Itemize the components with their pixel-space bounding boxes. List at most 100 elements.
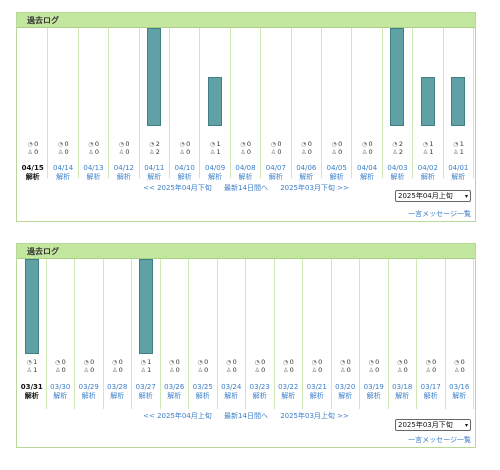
day-date-link[interactable]: 04/09: [204, 164, 226, 172]
message-list-link[interactable]: 一言メッセージ一覧: [408, 436, 471, 444]
analysis-link[interactable]: 解析: [395, 392, 410, 400]
day-column: ◔0 ♙0 04/06 解析: [292, 28, 322, 181]
pager-latest-link[interactable]: 最新14日間へ: [224, 412, 268, 420]
person-count-value: 0: [90, 366, 95, 374]
pager-prev-link[interactable]: << 2025年04月上旬: [143, 412, 212, 420]
analysis-link[interactable]: 解析: [167, 392, 182, 400]
day-date-link[interactable]: 04/07: [265, 164, 286, 172]
bar-area: [170, 28, 199, 126]
analysis-link[interactable]: 解析: [53, 392, 68, 400]
message-list-link[interactable]: 一言メッセージ一覧: [408, 210, 471, 218]
bar-area: [18, 259, 46, 354]
day-date-link[interactable]: 03/18: [392, 383, 413, 391]
visit-count: ◔0: [417, 358, 445, 367]
analysis-link[interactable]: 解析: [268, 173, 283, 181]
analysis-link[interactable]: 解析: [177, 173, 192, 181]
analysis-link[interactable]: 解析: [56, 173, 71, 181]
analysis-link[interactable]: 解析: [309, 392, 324, 400]
analysis-link[interactable]: 解析: [195, 392, 210, 400]
day-date-link[interactable]: 04/04: [356, 164, 378, 172]
day-date-link[interactable]: 04/01: [448, 164, 469, 172]
analysis-link[interactable]: 解析: [338, 392, 353, 400]
day-date-link[interactable]: 04/06: [296, 164, 317, 172]
analysis-link[interactable]: 解析: [116, 173, 131, 181]
analysis-link[interactable]: 解析: [423, 392, 438, 400]
analysis-link[interactable]: 解析: [299, 173, 314, 181]
analysis-link[interactable]: 解析: [420, 173, 435, 181]
analysis-link[interactable]: 解析: [86, 173, 101, 181]
person-count: ♙2: [140, 148, 169, 157]
day-column: ◔0 ♙0 03/29 解析: [75, 259, 104, 409]
person-count: ♙0: [47, 366, 75, 375]
analysis-link[interactable]: 解析: [238, 173, 253, 181]
day-date-link[interactable]: 04/11: [144, 164, 165, 172]
day-date-link[interactable]: 03/21: [306, 383, 327, 391]
day-date-link[interactable]: 04/08: [235, 164, 256, 172]
analysis-link[interactable]: 解析: [360, 173, 375, 181]
person-icon: ♙: [270, 149, 276, 156]
day-date-link[interactable]: 03/25: [192, 383, 213, 391]
person-icon: ♙: [254, 367, 260, 374]
analysis-link[interactable]: 解析: [138, 392, 153, 400]
bar-area: [104, 259, 132, 354]
person-count: ♙0: [246, 366, 274, 375]
day-date-link[interactable]: 04/02: [417, 164, 438, 172]
visit-count-value: 0: [261, 358, 266, 366]
day-date-link[interactable]: 03/19: [363, 383, 384, 391]
bar-area: [75, 259, 103, 354]
person-count-value: 0: [307, 148, 312, 156]
day-date-link[interactable]: 03/20: [335, 383, 356, 391]
day-column: ◔2 ♙2 04/03 解析: [383, 28, 414, 181]
person-icon: ♙: [57, 149, 64, 156]
pager-next-link[interactable]: 2025年03月上旬 >>: [280, 412, 349, 420]
visit-count-value: 0: [175, 358, 180, 366]
period-select[interactable]: 2025年04月上旬 ▾: [395, 190, 471, 202]
analysis-link[interactable]: 解析: [110, 392, 125, 400]
analysis-link[interactable]: 解析: [147, 173, 162, 181]
visit-count: ◔0: [292, 140, 321, 149]
visitor-icon: ◔: [226, 359, 232, 366]
visit-count: ◔0: [75, 358, 103, 367]
day-date-link[interactable]: 03/23: [249, 383, 270, 391]
day-date-link[interactable]: 04/12: [113, 164, 134, 172]
day-column: ◔0 ♙0 04/04 解析: [352, 28, 383, 181]
day-date-link[interactable]: 04/14: [52, 164, 74, 172]
person-count-value: 0: [375, 366, 380, 374]
period-select[interactable]: 2025年03月下旬 ▾: [395, 419, 471, 431]
analysis-link[interactable]: 解析: [452, 392, 467, 400]
day-date-link[interactable]: 04/13: [83, 164, 104, 172]
day-date-link[interactable]: 03/29: [78, 383, 99, 391]
bar-area: [161, 259, 189, 354]
pager-next-link[interactable]: 2025年03月下旬 >>: [280, 184, 349, 192]
day-column: ◔1 ♙1 04/01 解析: [444, 28, 474, 181]
analysis-link[interactable]: 解析: [208, 173, 223, 181]
analysis-link[interactable]: 解析: [252, 392, 267, 400]
analysis-link[interactable]: 解析: [281, 392, 296, 400]
visit-count-value: 0: [460, 358, 465, 366]
analysis-link[interactable]: 解析: [451, 173, 466, 181]
pager-latest-link[interactable]: 最新14日間へ: [224, 184, 268, 192]
analysis-link[interactable]: 解析: [25, 173, 40, 181]
day-date-link[interactable]: 04/05: [326, 164, 347, 172]
person-icon: ♙: [453, 367, 460, 374]
day-date-link[interactable]: 03/17: [420, 383, 441, 391]
analysis-link[interactable]: 解析: [329, 173, 344, 181]
analysis-link[interactable]: 解析: [390, 173, 405, 181]
day-date-link[interactable]: 04/03: [387, 164, 408, 172]
day-date-link[interactable]: 03/30: [50, 383, 71, 391]
day-date-link[interactable]: 03/28: [107, 383, 128, 391]
analysis-link[interactable]: 解析: [366, 392, 381, 400]
pager-prev-link[interactable]: << 2025年04月下旬: [143, 184, 212, 192]
analysis-link[interactable]: 解析: [81, 392, 96, 400]
visit-count: ◔0: [161, 358, 189, 367]
day-date-link[interactable]: 04/10: [174, 164, 195, 172]
day-date-link[interactable]: 03/27: [135, 383, 156, 391]
analysis-link[interactable]: 解析: [224, 392, 239, 400]
day-date-link[interactable]: 03/26: [164, 383, 185, 391]
visit-count: ◔0: [47, 358, 75, 367]
day-date-link[interactable]: 03/24: [221, 383, 242, 391]
day-date-link[interactable]: 03/16: [449, 383, 470, 391]
analysis-link[interactable]: 解析: [24, 392, 39, 400]
person-count: ♙0: [332, 366, 360, 375]
day-date-link[interactable]: 03/22: [278, 383, 299, 391]
